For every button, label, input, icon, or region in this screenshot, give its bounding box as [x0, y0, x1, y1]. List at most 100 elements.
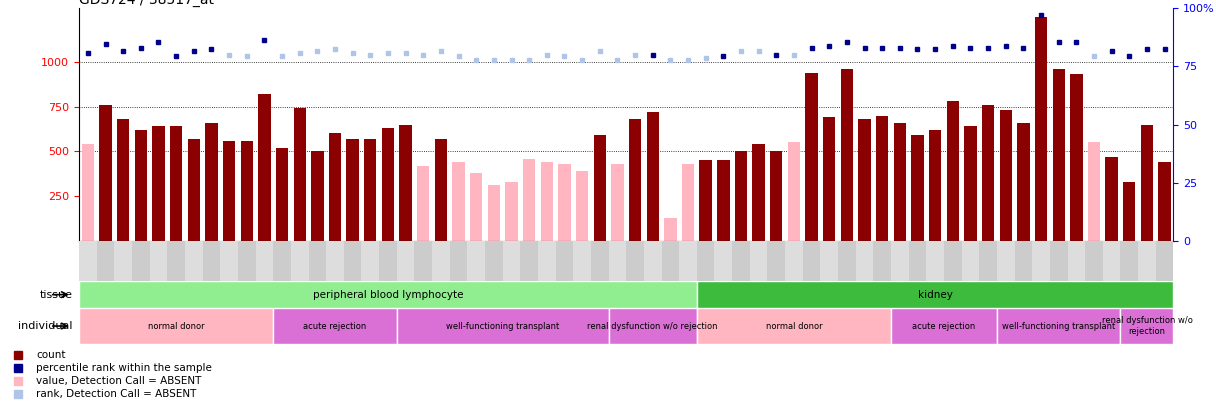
- Bar: [79, 308, 274, 344]
- Bar: [608, 308, 697, 344]
- Bar: [537, 241, 556, 281]
- Bar: [682, 164, 694, 241]
- Text: acute rejection: acute rejection: [912, 322, 975, 330]
- Bar: [1141, 125, 1153, 241]
- Bar: [1155, 241, 1173, 281]
- Bar: [152, 126, 164, 241]
- Bar: [502, 241, 520, 281]
- Bar: [467, 241, 485, 281]
- Bar: [1120, 241, 1138, 281]
- Bar: [238, 241, 255, 281]
- Text: kidney: kidney: [918, 290, 952, 300]
- Bar: [309, 241, 326, 281]
- Bar: [593, 135, 606, 241]
- Bar: [732, 241, 750, 281]
- Bar: [415, 241, 432, 281]
- Text: normal donor: normal donor: [148, 322, 204, 330]
- Bar: [450, 241, 467, 281]
- Bar: [644, 241, 662, 281]
- Bar: [997, 241, 1014, 281]
- Bar: [1138, 241, 1155, 281]
- Bar: [150, 241, 168, 281]
- Bar: [647, 112, 659, 241]
- Bar: [241, 141, 253, 241]
- Bar: [717, 160, 730, 241]
- Bar: [1049, 241, 1068, 281]
- Bar: [997, 308, 1120, 344]
- Bar: [1159, 162, 1171, 241]
- Bar: [1032, 241, 1049, 281]
- Bar: [805, 72, 817, 241]
- Bar: [255, 241, 274, 281]
- Bar: [379, 241, 396, 281]
- Bar: [662, 241, 680, 281]
- Text: peripheral blood lymphocyte: peripheral blood lymphocyte: [313, 290, 463, 300]
- Text: renal dysfunction w/o
rejection: renal dysfunction w/o rejection: [1102, 316, 1193, 336]
- Bar: [97, 241, 114, 281]
- Bar: [506, 182, 518, 241]
- Bar: [523, 159, 535, 241]
- Bar: [382, 128, 394, 241]
- Bar: [680, 241, 697, 281]
- Bar: [891, 308, 997, 344]
- Text: normal donor: normal donor: [766, 322, 822, 330]
- Bar: [908, 241, 927, 281]
- Bar: [114, 241, 133, 281]
- Bar: [1068, 241, 1085, 281]
- Bar: [1070, 75, 1082, 241]
- Bar: [699, 160, 711, 241]
- Bar: [894, 123, 906, 241]
- Bar: [344, 241, 361, 281]
- Bar: [434, 139, 447, 241]
- Bar: [187, 139, 199, 241]
- Bar: [361, 241, 379, 281]
- Bar: [1000, 110, 1012, 241]
- Bar: [311, 151, 323, 241]
- Text: acute rejection: acute rejection: [303, 322, 366, 330]
- Bar: [734, 151, 747, 241]
- Bar: [274, 241, 291, 281]
- Bar: [81, 144, 94, 241]
- Bar: [767, 241, 786, 281]
- Bar: [417, 166, 429, 241]
- Bar: [873, 241, 891, 281]
- Text: value, Detection Call = ABSENT: value, Detection Call = ABSENT: [36, 376, 202, 386]
- Text: well-functioning transplant: well-functioning transplant: [1002, 322, 1115, 330]
- Bar: [962, 241, 979, 281]
- Bar: [715, 241, 732, 281]
- Bar: [944, 241, 962, 281]
- Bar: [1085, 241, 1103, 281]
- Bar: [1035, 17, 1047, 241]
- Bar: [697, 241, 715, 281]
- Text: renal dysfunction w/o rejection: renal dysfunction w/o rejection: [587, 322, 717, 330]
- Bar: [100, 105, 112, 241]
- Bar: [591, 241, 608, 281]
- Bar: [326, 241, 344, 281]
- Bar: [697, 281, 1173, 308]
- Bar: [133, 241, 150, 281]
- Bar: [293, 109, 306, 241]
- Bar: [220, 241, 238, 281]
- Bar: [1088, 143, 1100, 241]
- Bar: [946, 101, 959, 241]
- Bar: [821, 241, 838, 281]
- Bar: [573, 241, 591, 281]
- Bar: [471, 173, 483, 241]
- Bar: [556, 241, 573, 281]
- Bar: [223, 141, 235, 241]
- Bar: [840, 69, 854, 241]
- Bar: [823, 117, 835, 241]
- Bar: [664, 218, 676, 241]
- Bar: [1018, 123, 1030, 241]
- Bar: [788, 143, 800, 241]
- Bar: [396, 308, 608, 344]
- Bar: [929, 130, 941, 241]
- Bar: [1120, 308, 1173, 344]
- Bar: [750, 241, 767, 281]
- Bar: [770, 151, 782, 241]
- Bar: [520, 241, 537, 281]
- Bar: [274, 308, 396, 344]
- Bar: [1124, 182, 1136, 241]
- Bar: [328, 134, 342, 241]
- Bar: [485, 241, 502, 281]
